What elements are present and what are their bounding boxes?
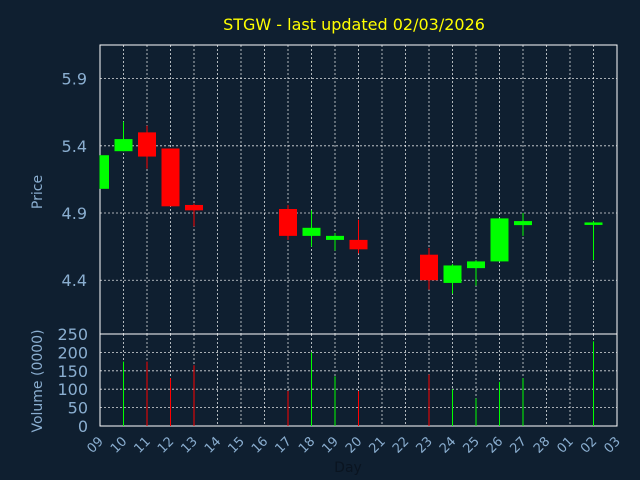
candle-body	[420, 254, 438, 281]
volume-tick-label: 250	[57, 325, 88, 344]
candle-body	[302, 227, 321, 236]
volume-tick-label: 50	[68, 399, 88, 418]
candle-body	[185, 204, 203, 211]
volume-tick-label: 100	[57, 380, 88, 399]
candle-body	[443, 265, 462, 283]
x-axis-label: Day	[334, 460, 362, 476]
candle-body	[349, 239, 368, 250]
candle-body	[326, 235, 344, 240]
volume-panel	[99, 333, 618, 427]
volume-tick-label: 150	[57, 362, 88, 381]
candle-body	[100, 155, 109, 189]
chart-title: STGW - last updated 02/03/2026	[223, 15, 485, 34]
price-axis-label: Price	[30, 175, 46, 209]
price-tick-label: 5.9	[62, 70, 87, 89]
candle-body	[114, 139, 133, 152]
price-panel	[99, 44, 618, 335]
candle-body	[584, 222, 603, 225]
candle-body	[514, 221, 532, 226]
volume-tick-label: 200	[57, 343, 88, 362]
candle-body	[279, 208, 297, 236]
candle-body	[161, 148, 180, 207]
volume-axis-label: Volume (0000)	[30, 329, 46, 432]
candle-body	[490, 218, 509, 262]
price-tick-label: 5.4	[62, 137, 87, 156]
price-tick-label: 4.4	[62, 271, 87, 290]
candle-body	[138, 132, 156, 157]
price-tick-label: 4.9	[62, 204, 87, 223]
volume-tick-label: 0	[78, 417, 88, 436]
candle-body	[467, 261, 485, 269]
